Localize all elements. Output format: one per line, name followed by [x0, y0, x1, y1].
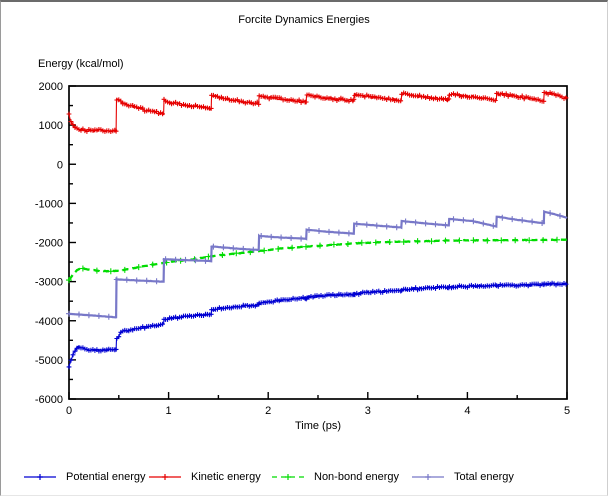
x-tick-label: 0: [66, 405, 72, 417]
y-tick-label: 2000: [39, 81, 63, 93]
y-tick-label: -1000: [35, 198, 63, 210]
legend-item-kinetic-energy: Kinetic energy: [148, 470, 261, 484]
x-tick-label: 1: [166, 405, 172, 417]
x-tick-label: 5: [564, 405, 570, 417]
y-tick-label: -2000: [35, 238, 63, 250]
total-energy-line-sample-icon: [412, 474, 444, 480]
y-tick-label: -5000: [35, 355, 63, 367]
series-markers-total-energy: [66, 210, 563, 320]
legend-label-kinetic-energy: Kinetic energy: [191, 471, 261, 483]
legend-label-total-energy: Total energy: [454, 471, 514, 483]
legend-label-potential-energy: Potential energy: [66, 471, 146, 483]
legend-sample-marker: [162, 474, 168, 480]
series-markers-non-bond-energy: [66, 236, 560, 284]
y-tick-label: -6000: [35, 394, 63, 406]
plot-frame: [68, 85, 568, 400]
x-tick-label: 4: [464, 405, 470, 417]
kinetic-energy-line-sample-icon: [149, 474, 181, 480]
x-axis-title: Time (ps): [294, 420, 342, 432]
y-tick-label: -3000: [35, 277, 63, 289]
potential-energy-line-sample-icon: [24, 474, 56, 480]
legend-item-non-bond-energy: Non-bond energy: [271, 470, 399, 484]
legend-item-total-energy: Total energy: [411, 470, 514, 484]
y-tick-label: -4000: [35, 316, 63, 328]
series-markers-kinetic-energy: [66, 90, 569, 134]
legend-label-non-bond-energy: Non-bond energy: [314, 471, 400, 483]
legend-sample-marker: [425, 474, 431, 480]
legend-sample-marker: [37, 474, 43, 480]
y-tick-label: 0: [57, 159, 63, 171]
x-tick-label: 2: [265, 405, 271, 417]
series-line-kinetic-energy: [68, 90, 568, 133]
legend-sample-marker: [285, 474, 291, 480]
series-line-total-energy: [69, 209, 568, 319]
non-bond-energy-line-sample-icon: [272, 474, 304, 480]
chart-title: Forcite Dynamics Energies: [238, 14, 370, 26]
series-markers-potential-energy: [66, 280, 569, 370]
x-tick-label: 3: [365, 405, 371, 417]
y-axis-title: Energy (kcal/mol): [38, 58, 124, 70]
legend-item-potential-energy: Potential energy: [23, 470, 146, 484]
y-tick-label: 1000: [39, 120, 63, 132]
